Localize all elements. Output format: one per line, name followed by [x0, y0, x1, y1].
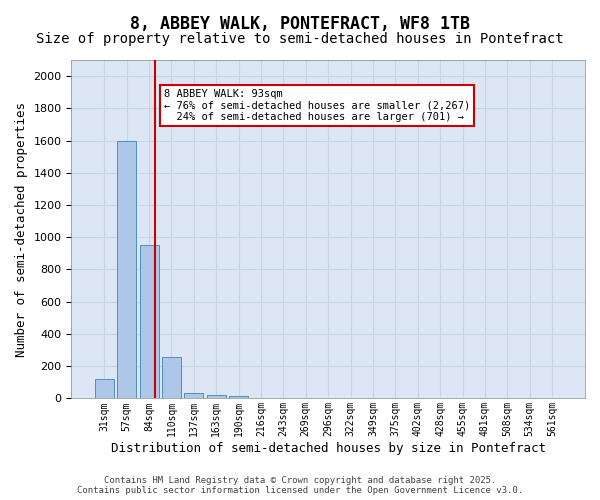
Text: Contains HM Land Registry data © Crown copyright and database right 2025.
Contai: Contains HM Land Registry data © Crown c…: [77, 476, 523, 495]
X-axis label: Distribution of semi-detached houses by size in Pontefract: Distribution of semi-detached houses by …: [111, 442, 546, 455]
Bar: [140, 246, 158, 398]
Bar: [184, 393, 203, 398]
Bar: [162, 356, 181, 399]
Text: 8, ABBEY WALK, PONTEFRACT, WF8 1TB: 8, ABBEY WALK, PONTEFRACT, WF8 1TB: [130, 15, 470, 33]
Bar: [117, 140, 136, 398]
Y-axis label: Number of semi-detached properties: Number of semi-detached properties: [15, 102, 28, 356]
Bar: [95, 379, 114, 398]
Text: Size of property relative to semi-detached houses in Pontefract: Size of property relative to semi-detach…: [36, 32, 564, 46]
Bar: [207, 395, 226, 398]
Text: 8 ABBEY WALK: 93sqm
← 76% of semi-detached houses are smaller (2,267)
  24% of s: 8 ABBEY WALK: 93sqm ← 76% of semi-detach…: [164, 89, 470, 122]
Bar: [229, 396, 248, 398]
